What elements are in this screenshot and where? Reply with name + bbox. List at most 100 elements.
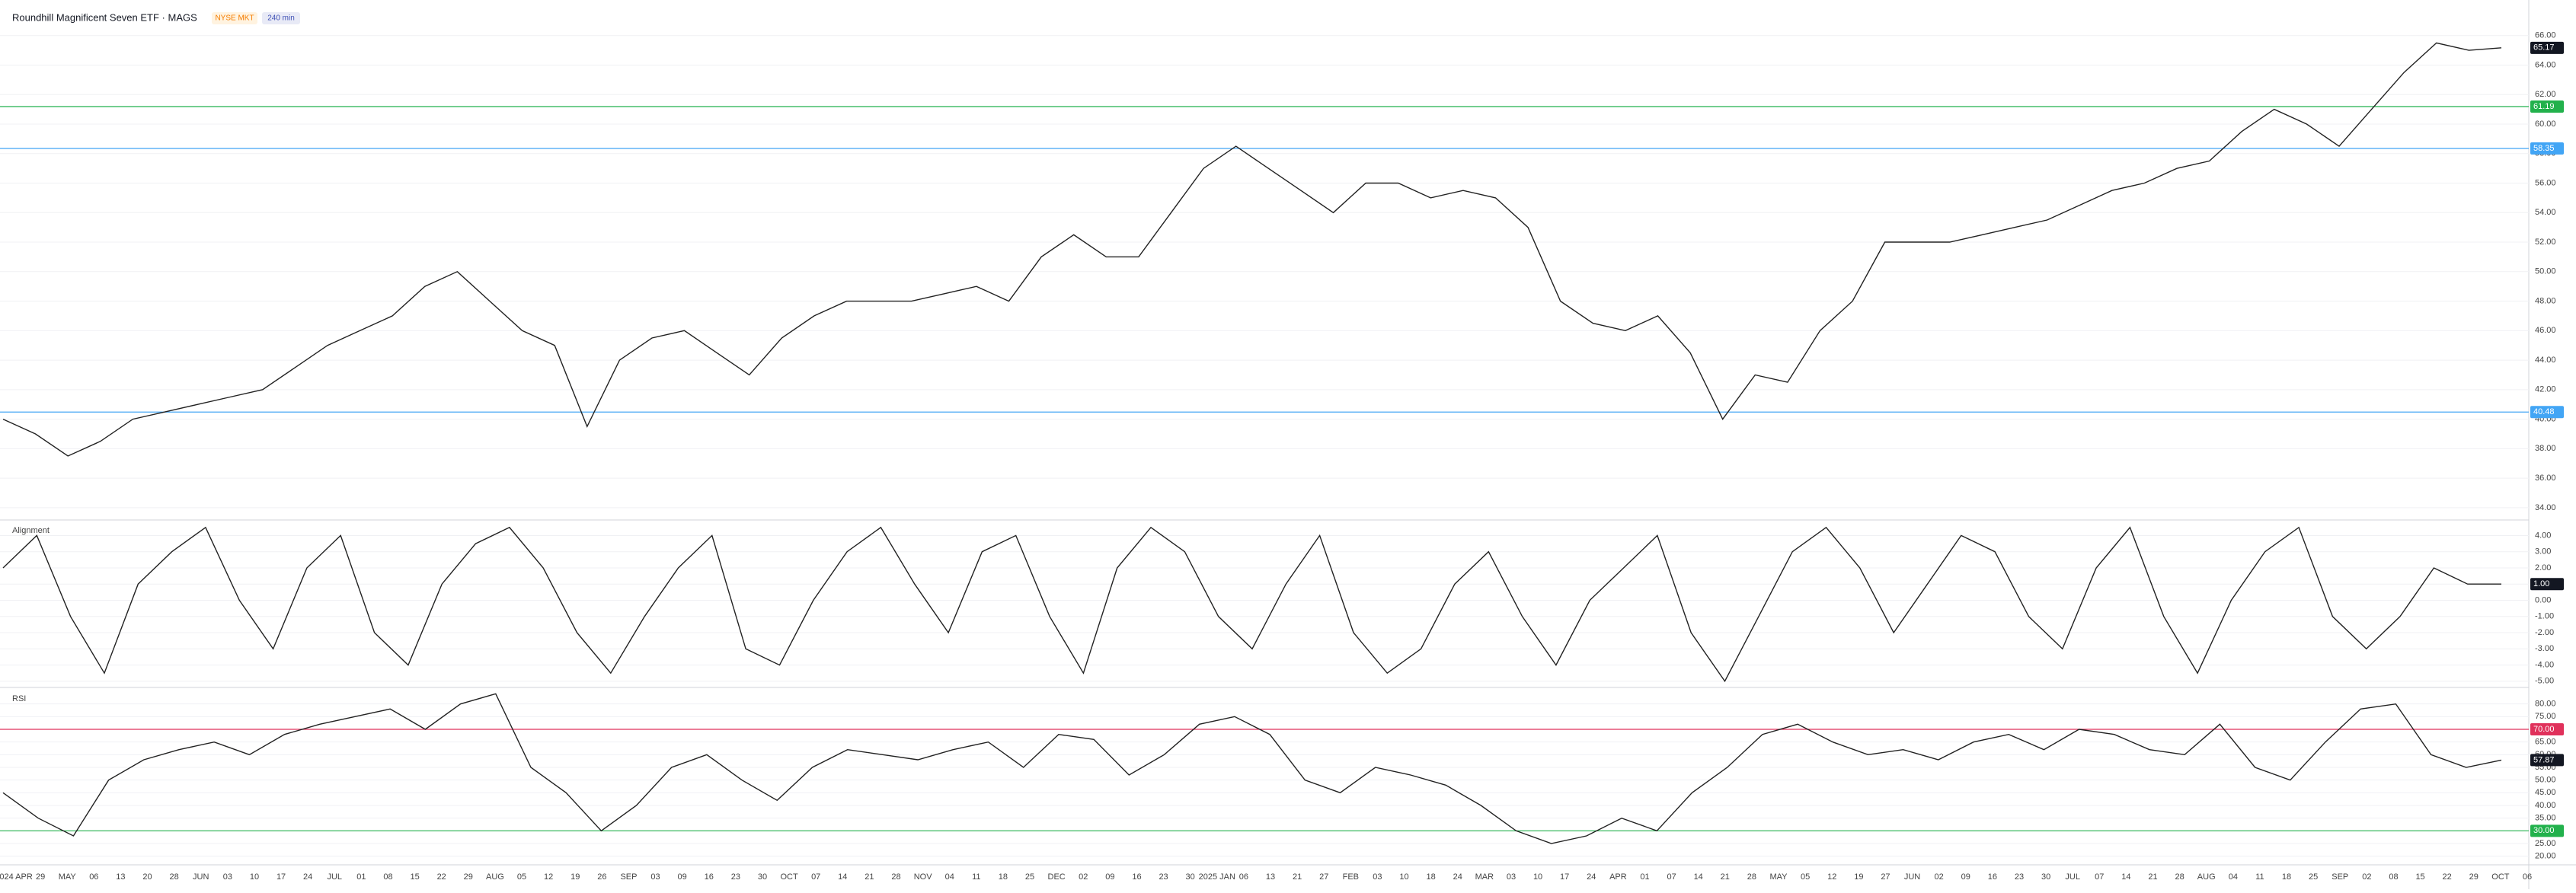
x-tick-label: 11 — [2255, 872, 2264, 882]
x-tick-label: 18 — [2282, 872, 2291, 882]
x-tick-label: APR — [1609, 872, 1627, 882]
y-tick-label: 34.00 — [2535, 503, 2556, 512]
y-tick-label: 62.00 — [2535, 90, 2556, 99]
x-tick-label: AUG — [486, 872, 504, 882]
x-tick-label: 24 — [303, 872, 312, 882]
level-badge — [2530, 406, 2564, 419]
x-tick-label: 18 — [999, 872, 1008, 882]
x-tick-label: 26 — [597, 872, 606, 882]
x-tick-label: 14 — [1694, 872, 1703, 882]
y-tick-label: 50.00 — [2535, 776, 2556, 785]
x-tick-label: 10 — [1533, 872, 1542, 882]
x-tick-label: 10 — [250, 872, 259, 882]
x-tick-label: 28 — [170, 872, 179, 882]
x-tick-label: 23 — [1159, 872, 1168, 882]
x-tick-label: 23 — [731, 872, 740, 882]
x-tick-label: 21 — [2148, 872, 2157, 882]
x-tick-label: 13 — [1266, 872, 1275, 882]
x-tick-label: 19 — [570, 872, 580, 882]
x-tick-label: 07 — [811, 872, 820, 882]
x-tick-label: 29 — [2469, 872, 2479, 882]
y-tick-label: -2.00 — [2535, 628, 2554, 637]
level-label: 65.17 — [2533, 43, 2555, 53]
x-tick-label: 25 — [2309, 872, 2318, 882]
series-line — [2, 693, 2502, 844]
x-tick-label: 25 — [1025, 872, 1034, 882]
y-tick-label: 60.00 — [2535, 120, 2556, 129]
x-tick-label: 28 — [2175, 872, 2184, 882]
x-tick-label: 29 — [36, 872, 45, 882]
x-tick-label: SEP — [2332, 872, 2348, 882]
x-tick-label: 08 — [383, 872, 392, 882]
exchange-badge — [212, 12, 257, 24]
x-tick-label: 16 — [705, 872, 714, 882]
x-tick-label: JUN — [1904, 872, 1920, 882]
x-tick-label: 15 — [410, 872, 419, 882]
level-label: 40.48 — [2533, 407, 2555, 416]
x-tick-label: 02 — [2362, 872, 2371, 882]
x-tick-label: 28 — [891, 872, 900, 882]
y-tick-label: 3.00 — [2535, 547, 2551, 557]
y-tick-label: 38.00 — [2535, 444, 2556, 453]
x-tick-label: 27 — [1881, 872, 1890, 882]
x-tick-label: NOV — [914, 872, 933, 882]
x-tick-label: 19 — [1854, 872, 1863, 882]
x-tick-label: 2025 JAN — [1199, 872, 1235, 882]
x-tick-label: 02 — [1935, 872, 1944, 882]
y-tick-label: 35.00 — [2535, 814, 2556, 823]
x-tick-label: 14 — [838, 872, 847, 882]
x-tick-label: DEC — [1048, 872, 1066, 882]
y-tick-label: 44.00 — [2535, 356, 2556, 365]
level-label: 70.00 — [2533, 725, 2555, 734]
x-tick-label: JUL — [327, 872, 342, 882]
x-tick-label: 04 — [2229, 872, 2238, 882]
x-tick-label: 21 — [865, 872, 874, 882]
level-badge — [2530, 824, 2564, 837]
x-tick-label: 21 — [1721, 872, 1730, 882]
x-tick-label: 22 — [2443, 872, 2452, 882]
y-tick-label: -5.00 — [2535, 677, 2554, 686]
y-tick-label: 46.00 — [2535, 326, 2556, 335]
y-tick-label: 20.00 — [2535, 852, 2556, 861]
x-tick-label: JUL — [2065, 872, 2080, 882]
x-tick-label: 29 — [464, 872, 473, 882]
x-tick-label: 09 — [1105, 872, 1114, 882]
x-tick-label: 07 — [1667, 872, 1676, 882]
x-tick-label: 15 — [2415, 872, 2424, 882]
x-tick-label: SEP — [620, 872, 637, 882]
x-tick-label: 20 — [142, 872, 152, 882]
x-tick-label: 12 — [1827, 872, 1836, 882]
y-tick-label: 80.00 — [2535, 700, 2556, 709]
x-tick-label: 05 — [1801, 872, 1810, 882]
x-tick-label: 17 — [276, 872, 286, 882]
y-tick-label: 36.00 — [2535, 474, 2556, 483]
y-tick-label: 65.00 — [2535, 738, 2556, 747]
x-tick-label: 21 — [1293, 872, 1302, 882]
level-label: 57.87 — [2533, 755, 2555, 764]
level-badge — [2530, 142, 2564, 155]
level-badge — [2530, 578, 2564, 591]
x-tick-label: 2024 APR — [0, 872, 33, 882]
y-tick-label: 4.00 — [2535, 531, 2551, 540]
x-tick-label: 30 — [758, 872, 767, 882]
y-tick-label: 0.00 — [2535, 595, 2551, 604]
x-tick-label: AUG — [2197, 872, 2216, 882]
y-tick-label: 45.00 — [2535, 788, 2556, 797]
x-tick-label: 04 — [945, 872, 954, 882]
level-label: 30.00 — [2533, 826, 2555, 835]
x-tick-label: MAR — [1475, 872, 1494, 882]
x-tick-label: 11 — [972, 872, 980, 882]
x-tick-label: MAY — [59, 872, 77, 882]
x-tick-label: 03 — [223, 872, 232, 882]
x-tick-label: 14 — [2121, 872, 2130, 882]
level-label: 61.19 — [2533, 102, 2555, 111]
x-tick-label: 12 — [544, 872, 553, 882]
y-tick-label: 64.00 — [2535, 60, 2556, 69]
x-tick-label: 09 — [678, 872, 687, 882]
series-line — [2, 526, 2501, 683]
x-tick-label: JUN — [193, 872, 209, 882]
level-badge — [2530, 100, 2564, 113]
x-tick-label: MAY — [1770, 872, 1788, 882]
